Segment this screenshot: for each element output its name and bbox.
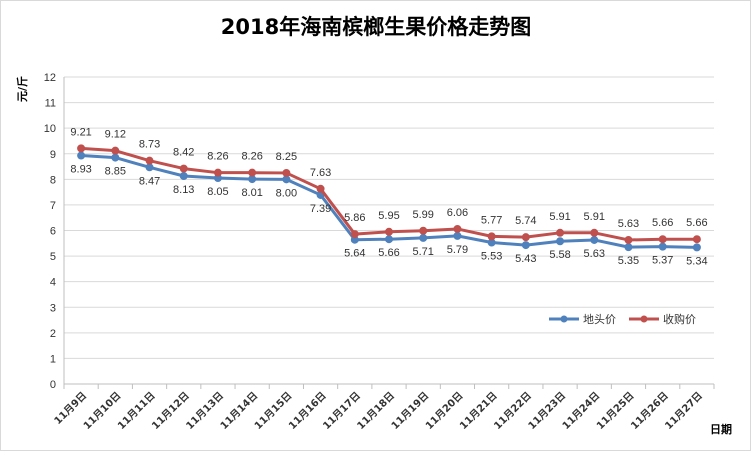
- data-label: 5.37: [652, 255, 673, 267]
- data-point: [385, 235, 393, 244]
- data-point: [419, 233, 428, 242]
- y-axis-label: 元/斤: [15, 76, 29, 102]
- data-point: [282, 168, 291, 177]
- legend-label-0: 地头价: [583, 313, 616, 326]
- data-label: 5.79: [447, 244, 468, 256]
- data-point: [624, 235, 633, 244]
- data-label: 8.47: [139, 175, 160, 187]
- data-point: [624, 243, 633, 252]
- chart-title: 2018年海南槟榔生果价格走势图: [221, 15, 531, 39]
- data-point: [658, 242, 667, 251]
- data-label-layer: 8.93 8.85 8.47 8.13 8.05 8.01 8.00 7.39 5.64 5.66…: [70, 126, 707, 267]
- data-point: [487, 232, 496, 241]
- data-label: 8.13: [173, 184, 194, 196]
- data-point: [145, 163, 154, 172]
- data-label: 5.66: [652, 217, 673, 229]
- data-label: 5.34: [686, 255, 707, 267]
- data-point: [111, 146, 120, 155]
- y-tick-label: 8: [50, 174, 56, 186]
- data-point: [658, 235, 667, 244]
- data-point: [179, 164, 188, 173]
- data-label: 8.01: [241, 187, 262, 199]
- data-label: 6.06: [447, 207, 468, 219]
- data-point: [590, 235, 599, 244]
- data-point: [316, 184, 325, 193]
- data-point: [556, 228, 565, 237]
- data-point: [521, 241, 530, 250]
- data-label: 8.25: [276, 151, 297, 163]
- data-label: 5.95: [378, 210, 399, 222]
- data-label: 5.53: [481, 251, 502, 263]
- data-point: [590, 228, 599, 237]
- data-label: 8.42: [173, 147, 194, 159]
- data-point: [453, 231, 462, 240]
- data-label: 7.39: [310, 203, 331, 215]
- data-point: [556, 237, 565, 246]
- data-point: [692, 235, 701, 244]
- data-label: 8.26: [241, 151, 262, 163]
- data-point: [385, 227, 393, 236]
- y-tick-label: 0: [50, 379, 56, 391]
- y-tick-label: 4: [50, 277, 56, 289]
- data-label: 5.43: [515, 253, 536, 265]
- y-tick-label: 3: [50, 302, 56, 314]
- x-axis-label: 日期: [710, 422, 732, 436]
- data-label: 8.73: [139, 139, 160, 151]
- legend-label-1: 收购价: [663, 312, 696, 326]
- series-layer: [77, 144, 701, 252]
- data-label: 5.91: [549, 211, 570, 223]
- data-label: 5.64: [344, 248, 365, 260]
- legend-marker-1: [640, 315, 648, 323]
- data-point: [179, 172, 188, 181]
- y-tick-label: 9: [50, 149, 56, 161]
- y-tick-label: 2: [50, 328, 56, 340]
- data-label: 5.66: [378, 247, 399, 259]
- data-label: 8.26: [207, 151, 228, 163]
- data-point: [111, 153, 120, 162]
- data-label: 5.77: [481, 214, 502, 226]
- y-tick-label: 12: [44, 72, 56, 84]
- data-label: 7.63: [310, 167, 331, 179]
- data-label: 8.00: [276, 187, 297, 199]
- y-tick-label: 1: [50, 353, 56, 365]
- data-point: [453, 224, 462, 233]
- data-label: 8.05: [207, 186, 228, 198]
- data-label: 5.99: [412, 209, 433, 221]
- legend: 地头价 收购价: [549, 312, 696, 326]
- data-point: [419, 226, 428, 235]
- y-tick-label: 11: [45, 98, 56, 110]
- y-tick-label: 6: [50, 226, 56, 238]
- data-label: 5.71: [412, 246, 433, 258]
- data-point: [145, 156, 154, 165]
- data-point: [521, 233, 530, 242]
- legend-marker-0: [560, 315, 568, 323]
- data-label: 5.74: [515, 215, 536, 227]
- data-label: 9.12: [105, 129, 126, 141]
- data-point: [77, 144, 86, 153]
- data-label: 8.93: [70, 164, 91, 176]
- x-tick-label: 11月27日: [663, 390, 705, 432]
- data-point: [692, 243, 701, 252]
- data-label: 5.63: [618, 218, 639, 230]
- y-tick-label: 10: [44, 123, 56, 135]
- data-label: 5.35: [618, 255, 639, 267]
- data-point: [248, 168, 257, 177]
- data-label: 8.85: [105, 166, 126, 178]
- data-point: [77, 151, 86, 160]
- data-point: [213, 168, 222, 177]
- data-label: 5.66: [686, 217, 707, 229]
- data-label: 9.21: [70, 126, 91, 138]
- data-point: [350, 230, 359, 239]
- data-label: 5.58: [549, 249, 570, 261]
- y-tick-label: 5: [50, 251, 56, 263]
- data-label: 5.63: [584, 248, 605, 260]
- data-label: 5.86: [344, 212, 365, 224]
- y-tick-label: 7: [50, 200, 56, 212]
- data-label: 5.91: [584, 211, 605, 223]
